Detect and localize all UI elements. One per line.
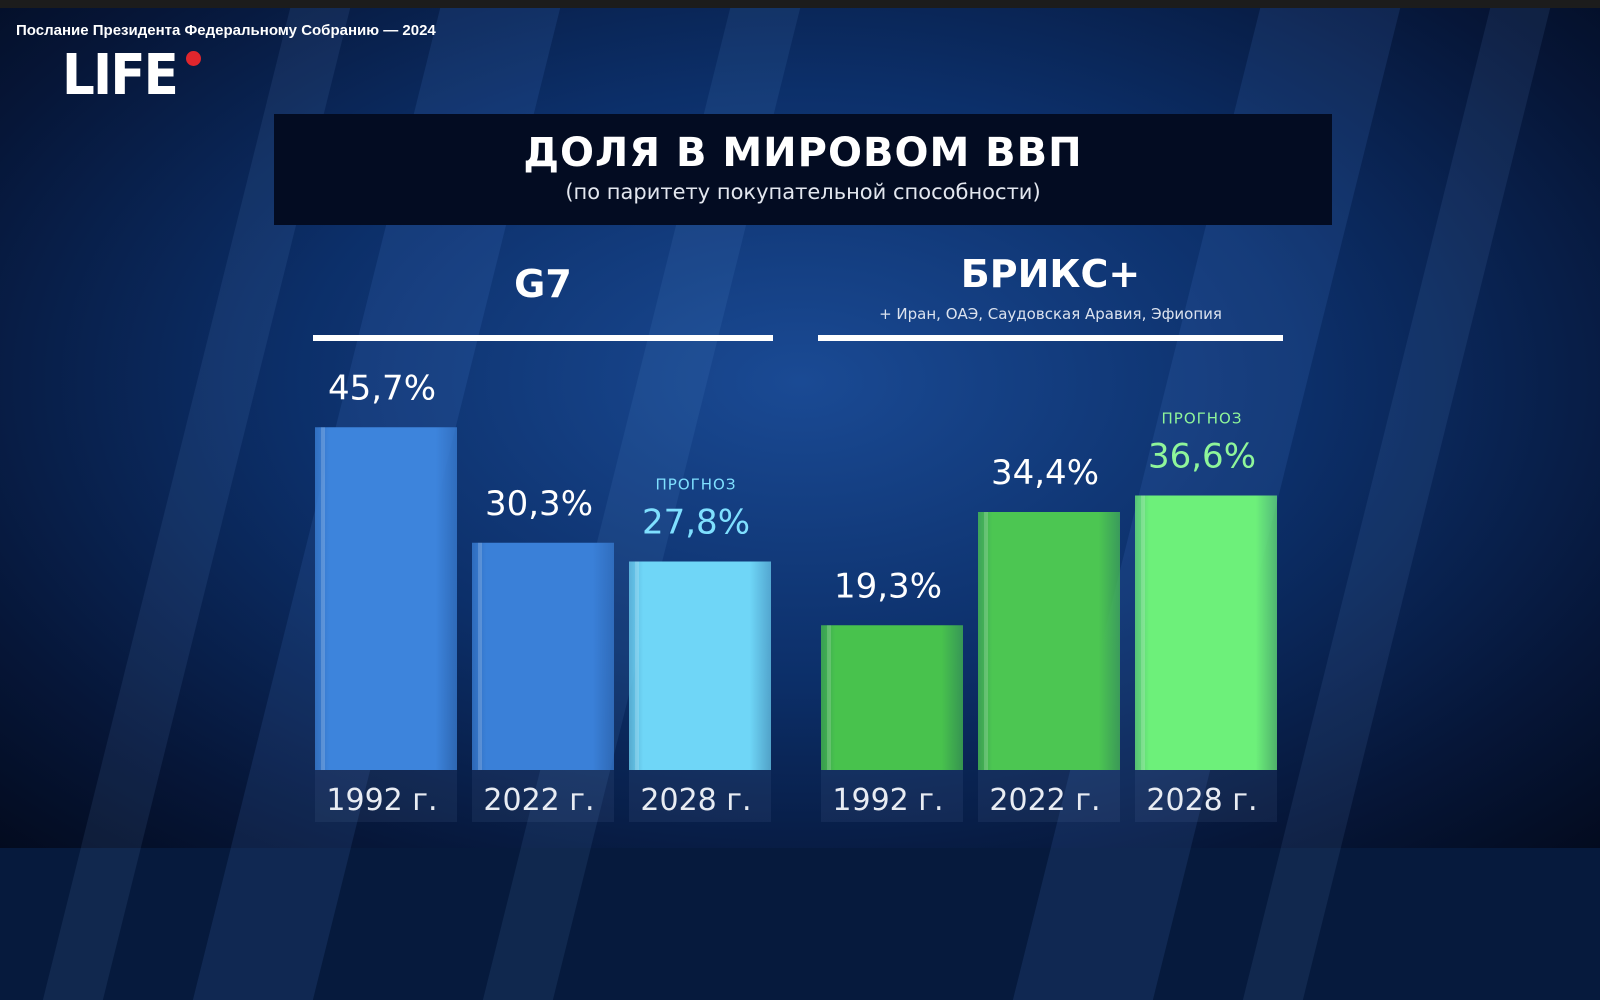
channel-logo: LIFE bbox=[62, 43, 179, 108]
group-label-g7: G7 bbox=[514, 262, 572, 306]
data-label: 36,6% bbox=[1148, 437, 1256, 477]
category-label: 2022 г. bbox=[989, 783, 1100, 818]
bar-highlight bbox=[478, 542, 482, 770]
top-bar bbox=[0, 0, 1600, 8]
bar-brics-1 bbox=[978, 512, 1120, 770]
video-title: Послание Президента Федеральному Собрани… bbox=[16, 22, 436, 39]
bar-brics-2 bbox=[1135, 495, 1277, 770]
group-rule-brics bbox=[818, 335, 1283, 341]
group-rule-g7 bbox=[313, 335, 773, 341]
bar-g7-1 bbox=[472, 542, 614, 770]
bar-reflection bbox=[629, 770, 771, 822]
data-label: 19,3% bbox=[834, 566, 942, 606]
forecast-label: ПРОГНОЗ bbox=[1162, 410, 1243, 428]
bar-brics-0 bbox=[821, 625, 963, 770]
category-label: 2028 г. bbox=[640, 783, 751, 818]
bar-g7-2 bbox=[629, 561, 771, 770]
forecast-label: ПРОГНОЗ bbox=[656, 476, 737, 494]
chart-title-box: ДОЛЯ В МИРОВОМ ВВП (по паритету покупате… bbox=[274, 114, 1332, 225]
bar-reflection bbox=[821, 770, 963, 822]
bar-reflection bbox=[472, 770, 614, 822]
category-label: 1992 г. bbox=[832, 783, 943, 818]
bar-highlight bbox=[1141, 495, 1145, 770]
category-label: 1992 г. bbox=[326, 783, 437, 818]
logo-dot-icon bbox=[186, 51, 201, 66]
bar-chart: 45,7% 1992 г. 30,3% 2022 г. 27,8% ПРОГНОЗ 2028… bbox=[315, 368, 1277, 822]
bar-reflection bbox=[978, 770, 1120, 822]
chart-subtitle: (по паритету покупательной способности) bbox=[565, 180, 1041, 204]
group-note-brics: + Иран, ОАЭ, Саудовская Аравия, Эфиопия bbox=[879, 305, 1222, 323]
group-label-brics: БРИКС+ bbox=[960, 252, 1141, 296]
bar-reflection bbox=[1135, 770, 1277, 822]
category-label: 2028 г. bbox=[1146, 783, 1257, 818]
bar-g7-0 bbox=[315, 427, 457, 770]
category-label: 2022 г. bbox=[483, 783, 594, 818]
bar-highlight bbox=[827, 625, 831, 770]
bar-highlight bbox=[635, 561, 639, 770]
chart-title: ДОЛЯ В МИРОВОМ ВВП bbox=[523, 130, 1083, 176]
bar-highlight bbox=[321, 427, 325, 770]
data-label: 30,3% bbox=[485, 484, 593, 524]
bar-reflection bbox=[315, 770, 457, 822]
data-label: 34,4% bbox=[991, 453, 1099, 493]
bar-highlight bbox=[984, 512, 988, 770]
data-label: 45,7% bbox=[328, 368, 436, 408]
data-label: 27,8% bbox=[642, 503, 750, 543]
